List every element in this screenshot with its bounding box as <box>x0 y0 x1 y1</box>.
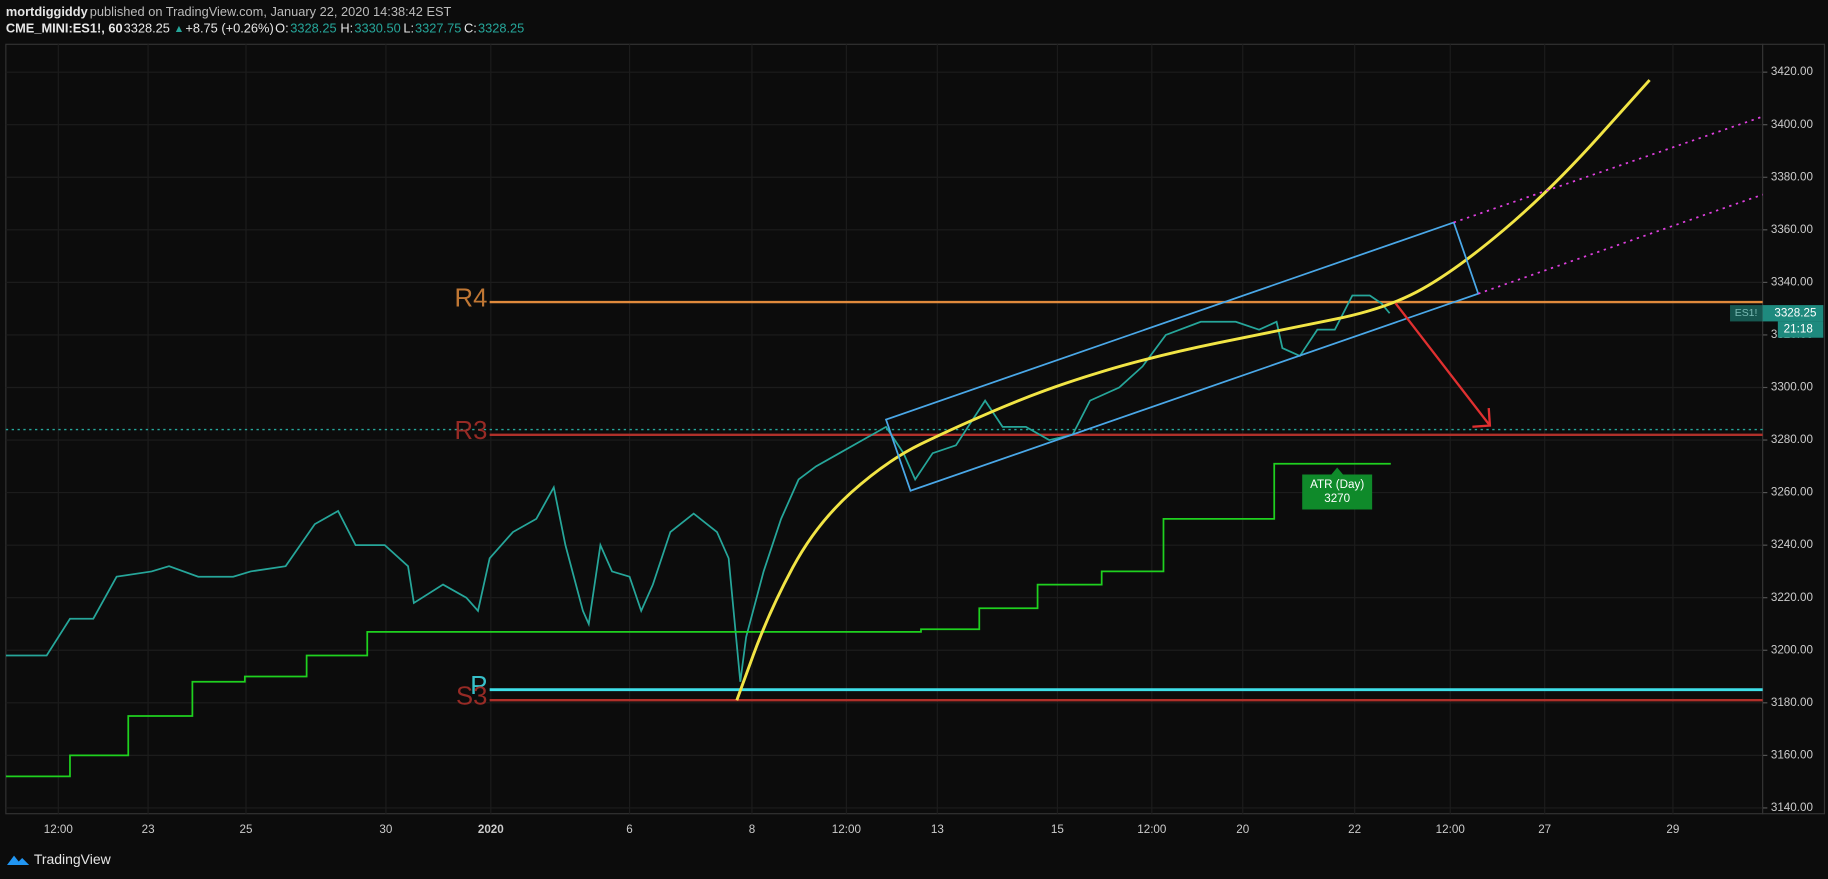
y-tick-label: 3140.00 <box>1771 801 1814 814</box>
x-tick-label: 25 <box>240 823 253 836</box>
c-label: C: <box>464 21 477 36</box>
x-tick-label: 29 <box>1666 823 1679 836</box>
pivot-label: R4 <box>455 285 488 313</box>
x-tick-label: 12:00 <box>1436 823 1466 836</box>
pivot-label: P <box>470 672 487 700</box>
x-tick-label: 13 <box>931 823 944 836</box>
price-axis <box>1762 43 1826 815</box>
x-tick-label: 12:00 <box>1137 823 1167 836</box>
change: +8.75 (+0.26%) <box>185 21 273 36</box>
price: 3328.25 <box>124 21 170 36</box>
h-label: H: <box>340 21 353 36</box>
symbol-tag <box>1730 305 1763 322</box>
pivot-label: S3 <box>456 683 487 711</box>
x-tick-label: 2020 <box>478 823 504 836</box>
curve <box>735 79 1651 701</box>
channel <box>884 221 1480 492</box>
x-tick-label: 27 <box>1538 823 1551 836</box>
l-label: L: <box>403 21 414 36</box>
symbol: CME_MINI:ES1!, 60 <box>6 21 123 36</box>
low: 3327.75 <box>415 21 461 36</box>
atr-step-line <box>5 462 1391 778</box>
y-tick-label: 3200.00 <box>1771 643 1814 656</box>
open: 3328.25 <box>290 21 336 36</box>
arrow <box>1394 302 1492 428</box>
footer[interactable]: TradingView <box>7 851 112 867</box>
x-tick-label: 22 <box>1348 823 1361 836</box>
y-tick-label: 3160.00 <box>1771 748 1814 761</box>
last-price-label: 3328.25 <box>1774 306 1816 319</box>
x-tick-label: 12:00 <box>44 823 74 836</box>
x-tick-label: 30 <box>379 823 392 836</box>
price-line <box>5 294 1391 682</box>
y-tick-label: 3240.00 <box>1771 538 1814 551</box>
atr-title: ATR (Day) <box>1310 478 1364 491</box>
published: published on TradingView.com, January 22… <box>90 4 452 19</box>
y-tick-label: 3220.00 <box>1771 591 1814 604</box>
y-tick-label: 3280.00 <box>1771 433 1814 446</box>
arrow: ▲ <box>174 24 184 35</box>
y-tick-label: 3300.00 <box>1771 381 1814 394</box>
legend: CME_MINI:ES1!, 60 3328.25 ▲ +8.75 (+0.26… <box>6 21 524 36</box>
logo <box>7 855 30 866</box>
y-tick-label: 3380.00 <box>1771 170 1814 183</box>
x-tick-label: 20 <box>1236 823 1249 836</box>
x-tick-label: 23 <box>142 823 155 836</box>
y-tick-label: 3260.00 <box>1771 486 1814 499</box>
x-tick-label: 6 <box>626 823 632 836</box>
brand: TradingView <box>34 851 112 867</box>
y-tick-label: 3360.00 <box>1771 223 1814 236</box>
y-tick-label: 3420.00 <box>1771 65 1814 78</box>
countdown: 21:18 <box>1784 323 1813 336</box>
last-price-tag <box>1762 305 1824 322</box>
atr-value: 3270 <box>1324 492 1350 505</box>
y-tick-label: 3180.00 <box>1771 696 1814 709</box>
y-tick-label: 3340.00 <box>1771 275 1814 288</box>
plot: 3140.00 3160.00 3180.00 3200.00 3220.00 3240.… <box>5 44 1824 836</box>
channel-extension <box>1477 193 1763 295</box>
y-tick-label: 3400.00 <box>1771 118 1814 131</box>
x-tick-label: 8 <box>749 823 755 836</box>
atr-box <box>1302 467 1373 510</box>
countdown-tag <box>1777 321 1824 338</box>
x-tick-label: 15 <box>1051 823 1064 836</box>
author: mortdiggiddy <box>6 4 89 19</box>
pivot-label: R3 <box>455 417 488 445</box>
o-label: O: <box>275 21 289 36</box>
close: 3328.25 <box>478 21 524 36</box>
high: 3330.50 <box>354 21 400 36</box>
x-tick-label: 12:00 <box>832 823 862 836</box>
